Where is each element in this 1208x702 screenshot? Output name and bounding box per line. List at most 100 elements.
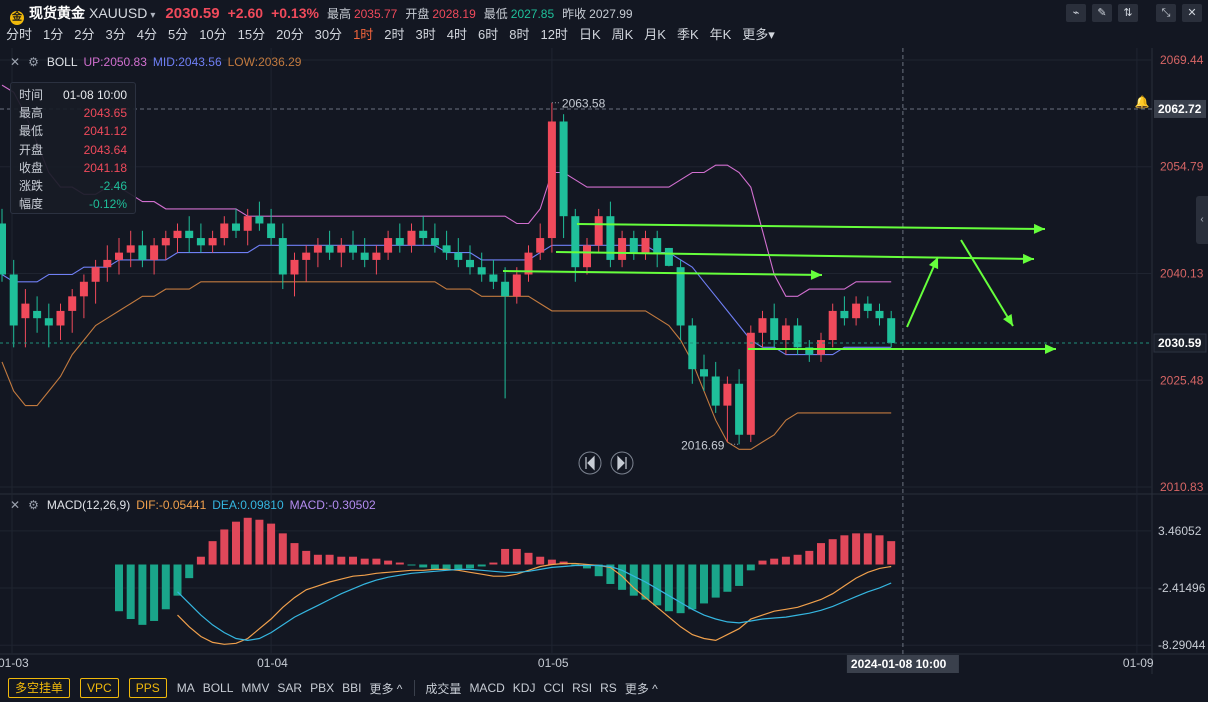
side-panel-toggle-icon[interactable]: ‹ [1196, 196, 1208, 244]
tab-timeframe[interactable]: 分时 [6, 27, 33, 42]
info-label: 开盘 [19, 142, 44, 157]
macd-bar [220, 529, 229, 565]
macd-hist-value: MACD:-0.30502 [289, 498, 376, 512]
boll-name[interactable]: BOLL [46, 55, 78, 69]
tab-timeframe[interactable]: 3分 [105, 27, 126, 42]
candle-body [278, 238, 287, 275]
symbol-name[interactable]: 现货黄金 [29, 5, 85, 21]
stat-low-label: 最低 [483, 7, 508, 21]
tab-timeframe[interactable]: 20分 [276, 27, 304, 42]
tab-timeframe[interactable]: 5分 [167, 27, 189, 42]
tab-timeframe[interactable]: 4分 [136, 27, 157, 42]
indicator-tab[interactable]: MMV [241, 681, 270, 695]
info-value: 01-08 10:00 [62, 88, 127, 102]
bottom-button[interactable]: 多空挂单 [8, 678, 71, 698]
tab-timeframe[interactable]: 6时 [478, 27, 499, 42]
indicator-tab[interactable]: 成交量 [425, 681, 462, 696]
macd-name[interactable]: MACD(12,26,9) [46, 498, 131, 512]
candle-body [618, 238, 627, 260]
candle-body [454, 252, 463, 260]
macd-bar [477, 564, 486, 567]
macd-bar [746, 564, 755, 571]
macd-tick-label: -2.41496 [1158, 581, 1206, 595]
tab-timeframe[interactable]: 2时 [384, 27, 405, 42]
candle-body [138, 245, 147, 260]
last-price: 2030.59 [165, 5, 220, 22]
crosshair-price-label: 2062.72 [1158, 102, 1202, 116]
drawn-arrow [906, 256, 939, 328]
tab-timeframe[interactable]: 2分 [74, 27, 95, 42]
candle-body [255, 216, 264, 224]
macd-bar [384, 560, 393, 565]
indicator-tab[interactable]: RS [600, 681, 617, 695]
indicator-tab[interactable]: KDJ [512, 681, 536, 695]
tab-timeframe[interactable]: 季K [676, 27, 699, 42]
tab-timeframe[interactable]: 1分 [43, 27, 64, 42]
boll-mid-line [1, 244, 892, 356]
macd-bar [887, 541, 896, 565]
tab-timeframe[interactable]: 年K [709, 27, 732, 42]
bottom-button[interactable]: PPS [128, 678, 167, 698]
indicator-tab[interactable]: CCI [543, 681, 565, 695]
indicator-tab[interactable]: RSI [572, 681, 593, 695]
macd-bar [524, 552, 533, 565]
macd-bar [302, 550, 311, 565]
boll-low-line [1, 281, 892, 450]
settings-icon[interactable]: ⚙ [28, 498, 39, 512]
collapse-icon[interactable]: ✕ [10, 498, 21, 512]
boll-mid-value: MID:2043.56 [152, 55, 222, 69]
tab-timeframe[interactable]: 日K [578, 27, 601, 42]
macd-bar [466, 564, 474, 569]
macd-bar [407, 564, 416, 566]
tab-timeframe[interactable]: 12时 [540, 27, 568, 42]
tab-timeframe[interactable]: 月K [644, 27, 666, 42]
indicator-tab[interactable]: SAR [277, 681, 303, 695]
bell-icon[interactable]: 🔔 [1134, 95, 1150, 109]
indicator-icon[interactable]: ⌁ [1066, 4, 1086, 22]
indicator-tab[interactable]: MA [176, 681, 195, 695]
draw-icon[interactable]: ✎ [1092, 4, 1112, 22]
macd-dea-value: DEA:0.09810 [212, 498, 284, 512]
tab-timeframe[interactable]: 30分 [314, 27, 343, 42]
macd-bar [606, 564, 615, 584]
candle-body [559, 121, 568, 217]
indicator-tab[interactable]: 更多 ^ [624, 681, 658, 696]
macd-bar [255, 519, 264, 565]
collapse-icon[interactable]: ✕ [10, 55, 21, 69]
tab-timeframe[interactable]: 8时 [509, 27, 530, 42]
close-icon[interactable]: ✕ [1182, 4, 1202, 22]
stat-prevclose-label: 昨收 [562, 7, 587, 21]
tab-timeframe[interactable]: 周K [611, 27, 634, 42]
high-annotation: 2063.58 [562, 97, 606, 111]
bottom-button[interactable]: VPC [80, 678, 119, 698]
settings-icon[interactable]: ⚙ [28, 55, 39, 69]
symbol-dropdown-icon[interactable]: ▾ [150, 10, 156, 21]
price-chart[interactable]: 2069.44 2054.79 2040.13 2025.48 2010.83 3.460… [0, 48, 1208, 674]
indicator-tab[interactable]: MACD [469, 681, 505, 695]
indicator-tab[interactable]: PBX [310, 681, 335, 695]
indicator-tab[interactable]: BOLL [202, 681, 234, 695]
candle-body [875, 310, 884, 319]
tab-timeframe[interactable]: 15分 [237, 27, 266, 42]
tab-timeframe[interactable]: 更多▾ [742, 27, 775, 42]
tab-timeframe[interactable]: 1时 [353, 27, 374, 42]
macd-bar [700, 564, 708, 604]
macd-bar [805, 550, 814, 565]
symbol-code[interactable]: XAUUSD [89, 5, 148, 21]
tab-timeframe[interactable]: 10分 [199, 27, 227, 42]
candle-body [735, 383, 744, 435]
candle-body [395, 238, 404, 246]
tab-timeframe[interactable]: 4时 [446, 27, 467, 42]
candle-body [196, 238, 205, 246]
indicator-tab[interactable]: BBI [342, 681, 362, 695]
current-price-label: 2030.59 [1158, 336, 1202, 350]
tab-timeframe[interactable]: 3时 [415, 27, 436, 42]
compare-icon[interactable]: ⇅ [1118, 4, 1138, 22]
stat-prevclose-value: 2027.99 [589, 7, 633, 21]
macd-bar [547, 559, 556, 565]
macd-bar [875, 535, 884, 565]
drawn-arrow-head [810, 269, 822, 280]
indicator-tab[interactable]: 更多 ^ [369, 681, 403, 696]
info-label: 收盘 [19, 160, 44, 175]
expand-icon[interactable]: ⤡ [1156, 4, 1176, 22]
